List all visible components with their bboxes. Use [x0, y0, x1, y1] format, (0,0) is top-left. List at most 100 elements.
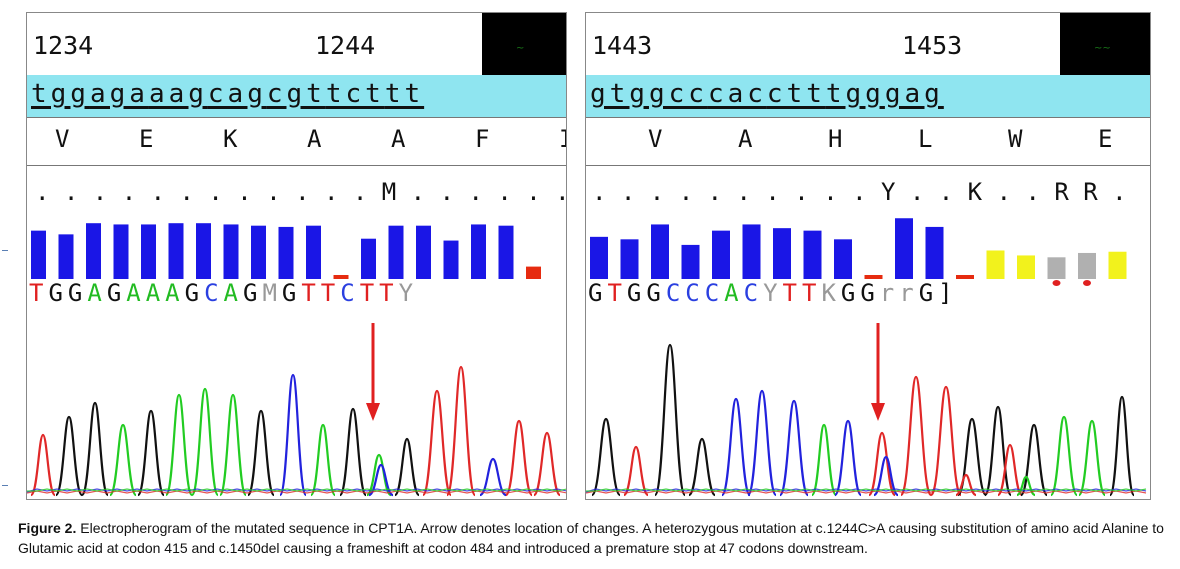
called-base: G — [67, 279, 88, 307]
trace-peak-A — [1077, 419, 1107, 497]
reference-codon: tgg — [825, 79, 885, 109]
quality-bar — [526, 266, 541, 279]
amino-acid: L — [918, 125, 933, 153]
amino-acid: V — [648, 125, 663, 153]
reference-codon: ctt — [766, 79, 826, 109]
quality-bar — [895, 218, 913, 279]
called-base: A — [145, 279, 166, 307]
trace-peak-G — [393, 437, 421, 497]
quality-bar — [1047, 257, 1066, 279]
trace-peak-A — [810, 423, 838, 497]
called-base: G — [860, 279, 880, 307]
quality-bar — [498, 225, 514, 279]
trace-peak-C — [720, 397, 752, 497]
figure-caption: Figure 2. Electropherogram of the mutate… — [18, 518, 1168, 558]
reference-codon: cac — [707, 79, 767, 109]
called-base: G — [626, 279, 647, 307]
trace-peak-T — [622, 445, 650, 497]
quality-bar — [834, 239, 852, 279]
viewer-thumbnail-box: ~ — [482, 13, 566, 79]
trace-peak-T — [421, 389, 453, 497]
amino-acid: H — [828, 125, 843, 153]
quality-bar — [251, 225, 266, 279]
trace-baseline — [586, 488, 1147, 493]
quality-bar — [864, 275, 883, 279]
amino-acid: V — [55, 125, 70, 153]
amino-acid: E — [1098, 125, 1113, 153]
quality-bar — [956, 275, 974, 279]
quality-bar — [925, 226, 944, 279]
quality-bar — [306, 225, 321, 279]
quality-bar — [773, 228, 791, 279]
electropherogram-right: 1443 1453 ~~ gtggcccacctttgggag V A H L W E .… — [585, 12, 1151, 500]
trace-peak-G — [1019, 423, 1049, 497]
trace-peak-C — [278, 373, 308, 497]
quality-bar — [681, 244, 700, 279]
trace-peak-G — [80, 401, 110, 497]
called-base: A — [87, 279, 107, 307]
called-base: C — [340, 279, 360, 307]
trace-peak-A — [108, 423, 138, 497]
quality-bar — [86, 223, 101, 279]
quality-bar — [416, 225, 431, 279]
low-quality-dot — [1083, 280, 1091, 286]
called-base: r — [879, 279, 900, 307]
called-base: T — [782, 279, 802, 307]
trace-peak-T — [867, 431, 897, 497]
quality-bar — [223, 224, 239, 279]
viewer-thumbnail-box: ~~ — [1060, 13, 1150, 79]
chromatogram-trace — [586, 323, 1147, 497]
reference-codon: gcc — [648, 79, 708, 109]
called-base: T — [301, 279, 321, 307]
trace-peak-T — [996, 443, 1024, 497]
reference-sequence: gtggcccacctttgggag — [590, 79, 944, 109]
amino-acid: E — [139, 125, 154, 153]
trace-baseline — [586, 488, 1147, 492]
quality-bar — [168, 223, 184, 279]
reference-codon: aga — [89, 79, 149, 109]
called-base: C — [685, 279, 705, 307]
trace-peak-T — [504, 419, 534, 497]
trace-peak-G — [136, 409, 166, 497]
amino-acid: I — [559, 125, 566, 153]
quality-bars — [31, 223, 541, 279]
caption-text: Electropherogram of the mutated sequence… — [18, 520, 1164, 556]
reference-codon: tt — [384, 79, 425, 109]
reference-codon: cag — [207, 79, 267, 109]
called-base: C — [743, 279, 764, 307]
quality-bar — [1078, 252, 1096, 279]
called-base: Y — [763, 279, 783, 307]
reference-codon: gtg — [590, 79, 649, 109]
trace-peak-A — [164, 393, 194, 497]
position-label-start: 1234 — [33, 31, 94, 60]
called-base: T — [320, 279, 341, 307]
trace-peak-C — [833, 419, 863, 497]
trace-peak-A — [365, 453, 393, 497]
consensus-row: . . . . . . . . . . . . M . . . . . . Y — [35, 178, 567, 206]
chromatogram-trace — [27, 323, 566, 497]
mutation-arrow-icon — [871, 403, 885, 421]
called-base: G — [646, 279, 666, 307]
called-base: C — [204, 279, 224, 307]
called-base: M — [262, 279, 282, 307]
called-base: T — [29, 279, 49, 307]
called-base: Y — [398, 279, 419, 307]
quality-bar — [361, 238, 376, 279]
quality-bar — [712, 230, 730, 279]
quality-bar — [31, 230, 46, 279]
trace-peak-G — [687, 437, 717, 497]
trace-peak-A — [1016, 475, 1036, 497]
amino-acid: A — [738, 125, 753, 153]
trace-baseline — [27, 488, 566, 493]
trace-peak-C — [479, 457, 507, 497]
quality-bar — [1108, 251, 1127, 279]
called-base: T — [607, 279, 627, 307]
position-label-mid: 1453 — [902, 31, 963, 60]
called-bases-row: TGGAGAAAGCAGMGTTCTTY — [29, 279, 418, 307]
reference-sequence: tggagaaagcagcgttcttt — [31, 79, 424, 109]
amino-acid: F — [475, 125, 490, 153]
quality-bar — [141, 224, 156, 279]
quality-bar — [278, 226, 294, 279]
trace-peak-G — [54, 415, 84, 497]
called-base: T — [801, 279, 822, 307]
